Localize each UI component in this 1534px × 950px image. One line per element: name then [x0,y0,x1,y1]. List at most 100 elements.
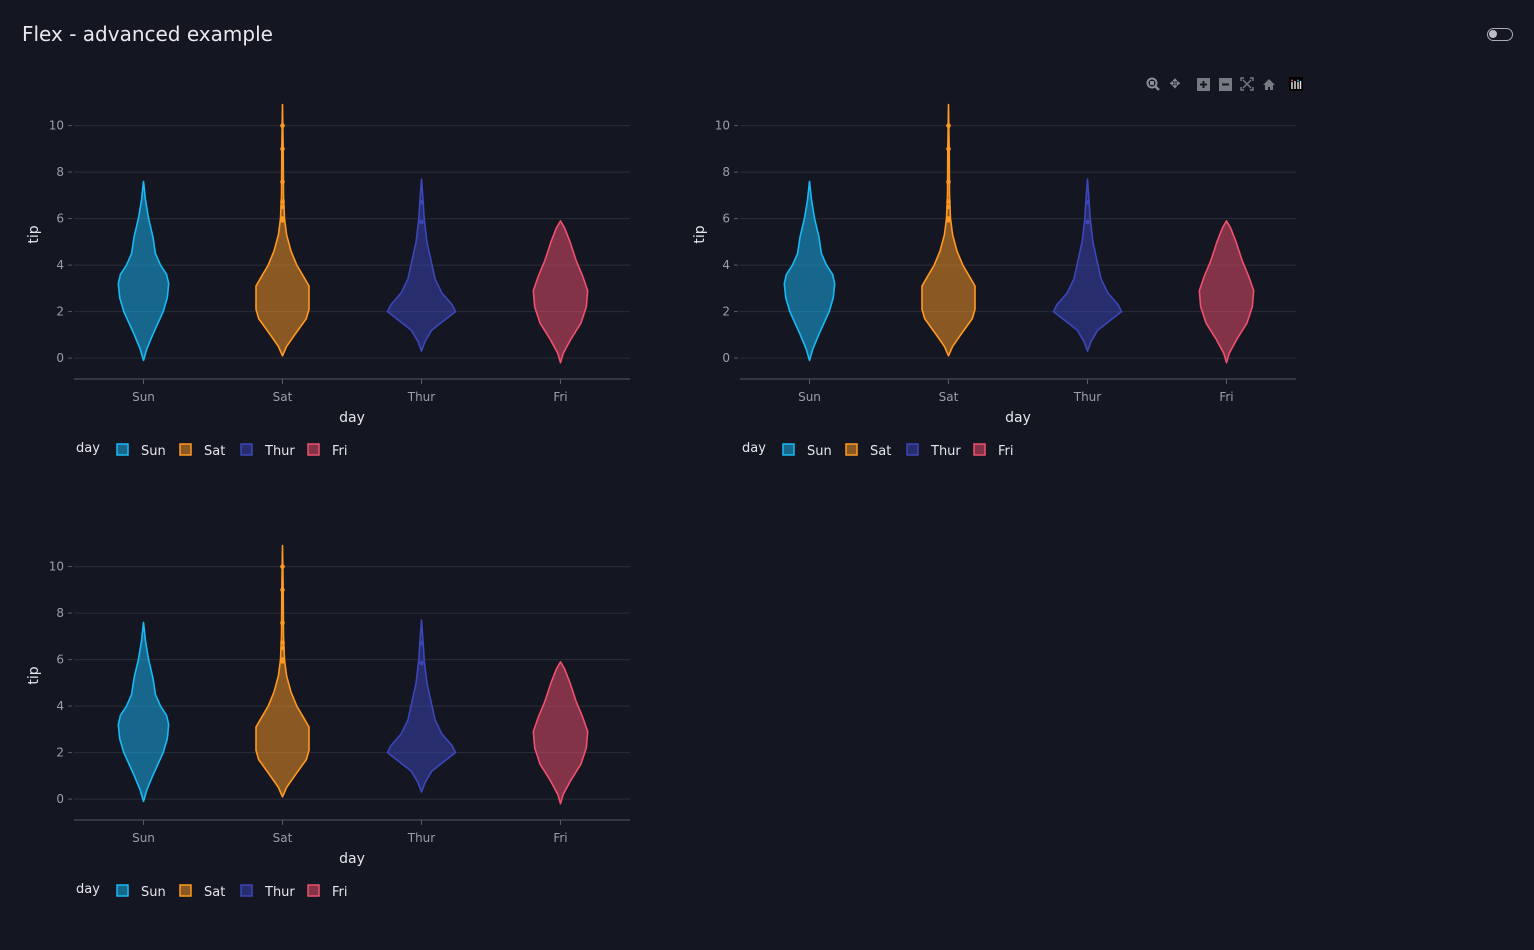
x-tick-label: Sat [939,390,959,404]
legend-swatch-fri[interactable] [307,884,320,897]
x-tick-label: Fri [553,390,567,404]
legend-label-sun[interactable]: Sun [807,444,832,459]
x-tick-label: Sun [798,390,821,404]
x-axis-title: day [1005,410,1031,426]
x-tick-label: Thur [407,831,436,845]
outlier-point[interactable] [1085,219,1090,225]
modebar: ✥ [1145,76,1303,92]
legend-swatch-thur[interactable] [240,884,253,897]
outlier-point[interactable] [280,146,285,152]
violin-sun[interactable] [117,180,170,362]
legend-swatch-sun[interactable] [782,443,795,456]
legend-label-sat[interactable]: Sat [204,885,225,900]
y-tick-label: 6 [56,653,64,667]
outlier-point[interactable] [946,204,951,210]
violin-thur[interactable] [386,178,457,352]
legend-swatch-sat[interactable] [179,443,192,456]
y-tick-label: 8 [56,606,64,620]
outlier-point[interactable] [946,146,951,152]
legend-title: day [76,441,100,456]
y-tick-label: 4 [722,258,730,272]
violin-sun[interactable] [117,621,170,803]
x-tick-label: Fri [553,831,567,845]
legend-label-sun[interactable]: Sun [141,885,166,900]
pan-icon[interactable]: ✥ [1169,76,1181,92]
x-tick-label: Sun [132,831,155,845]
toggle-knob [1489,30,1497,38]
legend-label-fri[interactable]: Fri [332,885,348,900]
outlier-point[interactable] [946,218,951,223]
violin-fri[interactable] [532,220,589,364]
outlier-point[interactable] [280,218,285,223]
outlier-point[interactable] [419,641,424,646]
y-tick-label: 2 [56,746,64,760]
violin-thur[interactable] [1052,178,1123,352]
y-tick-label: 0 [722,351,730,365]
outlier-point[interactable] [1085,200,1090,205]
outlier-point[interactable] [419,660,424,666]
outlier-point[interactable] [280,204,285,210]
outlier-point[interactable] [946,199,951,204]
violin-sun[interactable] [783,180,836,362]
outlier-point[interactable] [946,179,951,185]
legend-swatch-sat[interactable] [179,884,192,897]
x-tick-label: Fri [1219,390,1233,404]
violin-fri[interactable] [1198,220,1255,364]
legend-swatch-fri[interactable] [307,443,320,456]
legend-title: day [76,882,100,897]
legend-swatch-thur[interactable] [906,443,919,456]
outlier-point[interactable] [419,219,424,225]
legend-label-thur[interactable]: Thur [930,444,961,459]
outlier-point[interactable] [280,199,285,204]
x-tick-label: Thur [407,390,436,404]
violin-thur[interactable] [386,619,457,793]
violin-fri[interactable] [532,661,589,805]
y-tick-label: 2 [722,305,730,319]
y-tick-label: 6 [56,212,64,226]
outlier-point[interactable] [280,564,285,569]
x-tick-label: Sat [273,390,293,404]
legend-swatch-sat[interactable] [845,443,858,456]
y-axis-title: tip [26,225,42,243]
outlier-point[interactable] [280,640,285,645]
y-tick-label: 10 [49,119,64,133]
plotly-logo-icon[interactable] [1289,77,1303,91]
zoom-out-icon[interactable] [1217,76,1233,92]
outlier-point[interactable] [280,620,285,626]
y-tick-label: 8 [722,165,730,179]
y-tick-label: 10 [715,119,730,133]
legend-label-thur[interactable]: Thur [264,885,295,900]
y-axis-title: tip [692,225,708,243]
legend-label-sat[interactable]: Sat [870,444,891,459]
y-tick-label: 4 [56,258,64,272]
legend-swatch-fri[interactable] [973,443,986,456]
legend-swatch-thur[interactable] [240,443,253,456]
autoscale-icon[interactable] [1239,76,1255,92]
y-tick-label: 8 [56,165,64,179]
violin-sat[interactable] [921,103,976,357]
legend-swatch-sun[interactable] [116,884,129,897]
violin-sat[interactable] [255,103,310,357]
y-tick-label: 6 [722,212,730,226]
outlier-point[interactable] [280,659,285,664]
outlier-point[interactable] [280,179,285,185]
legend-label-sat[interactable]: Sat [204,444,225,459]
theme-toggle[interactable] [1487,28,1513,41]
x-tick-label: Sun [132,390,155,404]
zoom-in-icon[interactable] [1195,76,1211,92]
outlier-point[interactable] [280,645,285,651]
zoom-icon[interactable] [1145,76,1161,92]
page-title: Flex - advanced example [22,22,273,46]
legend-label-fri[interactable]: Fri [332,444,348,459]
outlier-point[interactable] [946,123,951,128]
outlier-point[interactable] [419,200,424,205]
reset-axes-icon[interactable] [1261,76,1277,92]
legend-label-thur[interactable]: Thur [264,444,295,459]
legend-label-sun[interactable]: Sun [141,444,166,459]
outlier-point[interactable] [280,123,285,128]
legend-swatch-sun[interactable] [116,443,129,456]
violin-sat[interactable] [255,544,310,798]
outlier-point[interactable] [280,587,285,593]
legend-label-fri[interactable]: Fri [998,444,1014,459]
x-axis-title: day [339,410,365,426]
